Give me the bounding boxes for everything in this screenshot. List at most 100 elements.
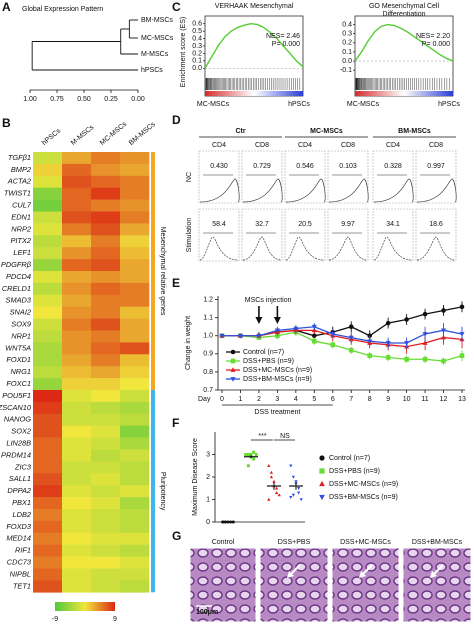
flow-value: 9.97 [341,221,355,228]
heatmap-cell [62,461,92,474]
flow-value: 0.430 [210,163,228,170]
heatmap-cell [33,152,63,165]
y-tick-label: 0.7 [203,387,213,394]
panel-letter: E [172,276,180,290]
histogram [242,236,282,261]
marker [269,475,274,479]
marker [404,341,410,346]
heatmap-cell [91,532,121,545]
plot-title: GO Mesenchymal Cell [369,3,439,10]
heatmap-cell [62,175,92,188]
heatmap-cell [91,461,121,474]
heatmap-cell [33,175,63,188]
heatmap-cell [62,223,92,236]
heatmap-cell [91,366,121,379]
flow-value: 58.4 [212,221,226,228]
es-curve [204,23,304,69]
heatmap-cell [62,413,92,426]
marker [274,490,279,494]
y-tick-label: 0.2 [192,50,202,57]
flow-cell [372,208,414,262]
heatmap-cell [33,342,63,355]
histogram [328,236,368,261]
heatmap-cell [91,199,121,212]
x-tick-label: 6 [331,396,335,403]
heatmap-cell [62,271,92,284]
marker [237,333,243,339]
y-tick-label: 0.1 [342,49,352,56]
marker [267,463,271,467]
heatmap-cell [91,306,121,319]
heatmap-cell [33,449,63,462]
marker [244,453,248,456]
heatmap-cell [62,556,92,569]
marker-label: CD8 [429,142,443,149]
marker [348,324,354,330]
heatmap-cell [33,532,63,545]
flow-cell [327,208,369,262]
heatmap-cell [33,568,63,581]
marker [254,453,258,456]
histogram [328,178,369,203]
y-tick-label: 0.3 [192,43,202,50]
y-tick-label: 0.4 [192,35,202,42]
x-tick-label: 5 [312,396,316,403]
marker [422,311,428,317]
histology-image [402,547,472,623]
significance-label: NS [280,433,290,440]
heatmap-cell [33,485,63,498]
group-bar [151,152,155,390]
heatmap-cell [120,544,150,557]
group-label: Mesenchymal relative genes [159,227,166,316]
panel-letter: A [2,0,11,14]
heatmap-cell [120,425,150,438]
flow-cell [284,208,326,262]
colorbar [55,602,115,611]
marker [296,491,301,495]
heatmap-cell [62,294,92,307]
marker [348,347,354,353]
marker [246,464,250,468]
flow-value: 34.1 [386,221,400,228]
heatmap-cell [33,390,63,403]
p-label: P= 0.000 [422,41,450,48]
x-tick-label: 0.25 [104,96,118,103]
x-tick-label: 2 [257,396,261,403]
marker-label: CD4 [298,142,312,149]
annotation: MSCs injection [245,297,292,304]
gene-label: SALL1 [9,474,31,483]
heatmap-cell [91,187,121,200]
y-tick-label: 0.4 [342,21,352,28]
heatmap-cell [62,390,92,403]
heatmap-cell [62,449,92,462]
flow-value: 20.5 [298,221,312,228]
marker-label: CD8 [341,142,355,149]
heatmap-cell [91,485,121,498]
heatmap-cell [62,520,92,534]
leaf-label: M-MSCs [141,51,169,58]
gene-label: CUL7 [12,201,32,210]
panel-letter: B [2,116,11,130]
heatmap-cell [33,425,63,438]
row-label: NC [186,172,193,182]
heatmap-cell [33,306,63,319]
histogram [416,178,457,203]
marker [296,487,301,491]
histogram [373,178,414,203]
plot-frame [204,15,304,97]
image-label: DSS+BM-MSCs [412,539,463,546]
gene-label: NRG1 [10,367,31,376]
y-tick-label: 0.3 [342,31,352,38]
heatmap-cell [120,187,150,200]
flow-cell [241,208,283,262]
marker [249,453,253,456]
group-header: BM-MSCs [398,128,431,135]
marker [367,339,373,344]
x-label: MC-MSCs [347,101,380,108]
gene-label: TWIST1 [4,189,31,198]
heatmap-cell [62,378,92,391]
heatmap-cell [33,354,63,367]
image-arrow-head [287,571,294,578]
heatmap-cell [120,342,150,355]
